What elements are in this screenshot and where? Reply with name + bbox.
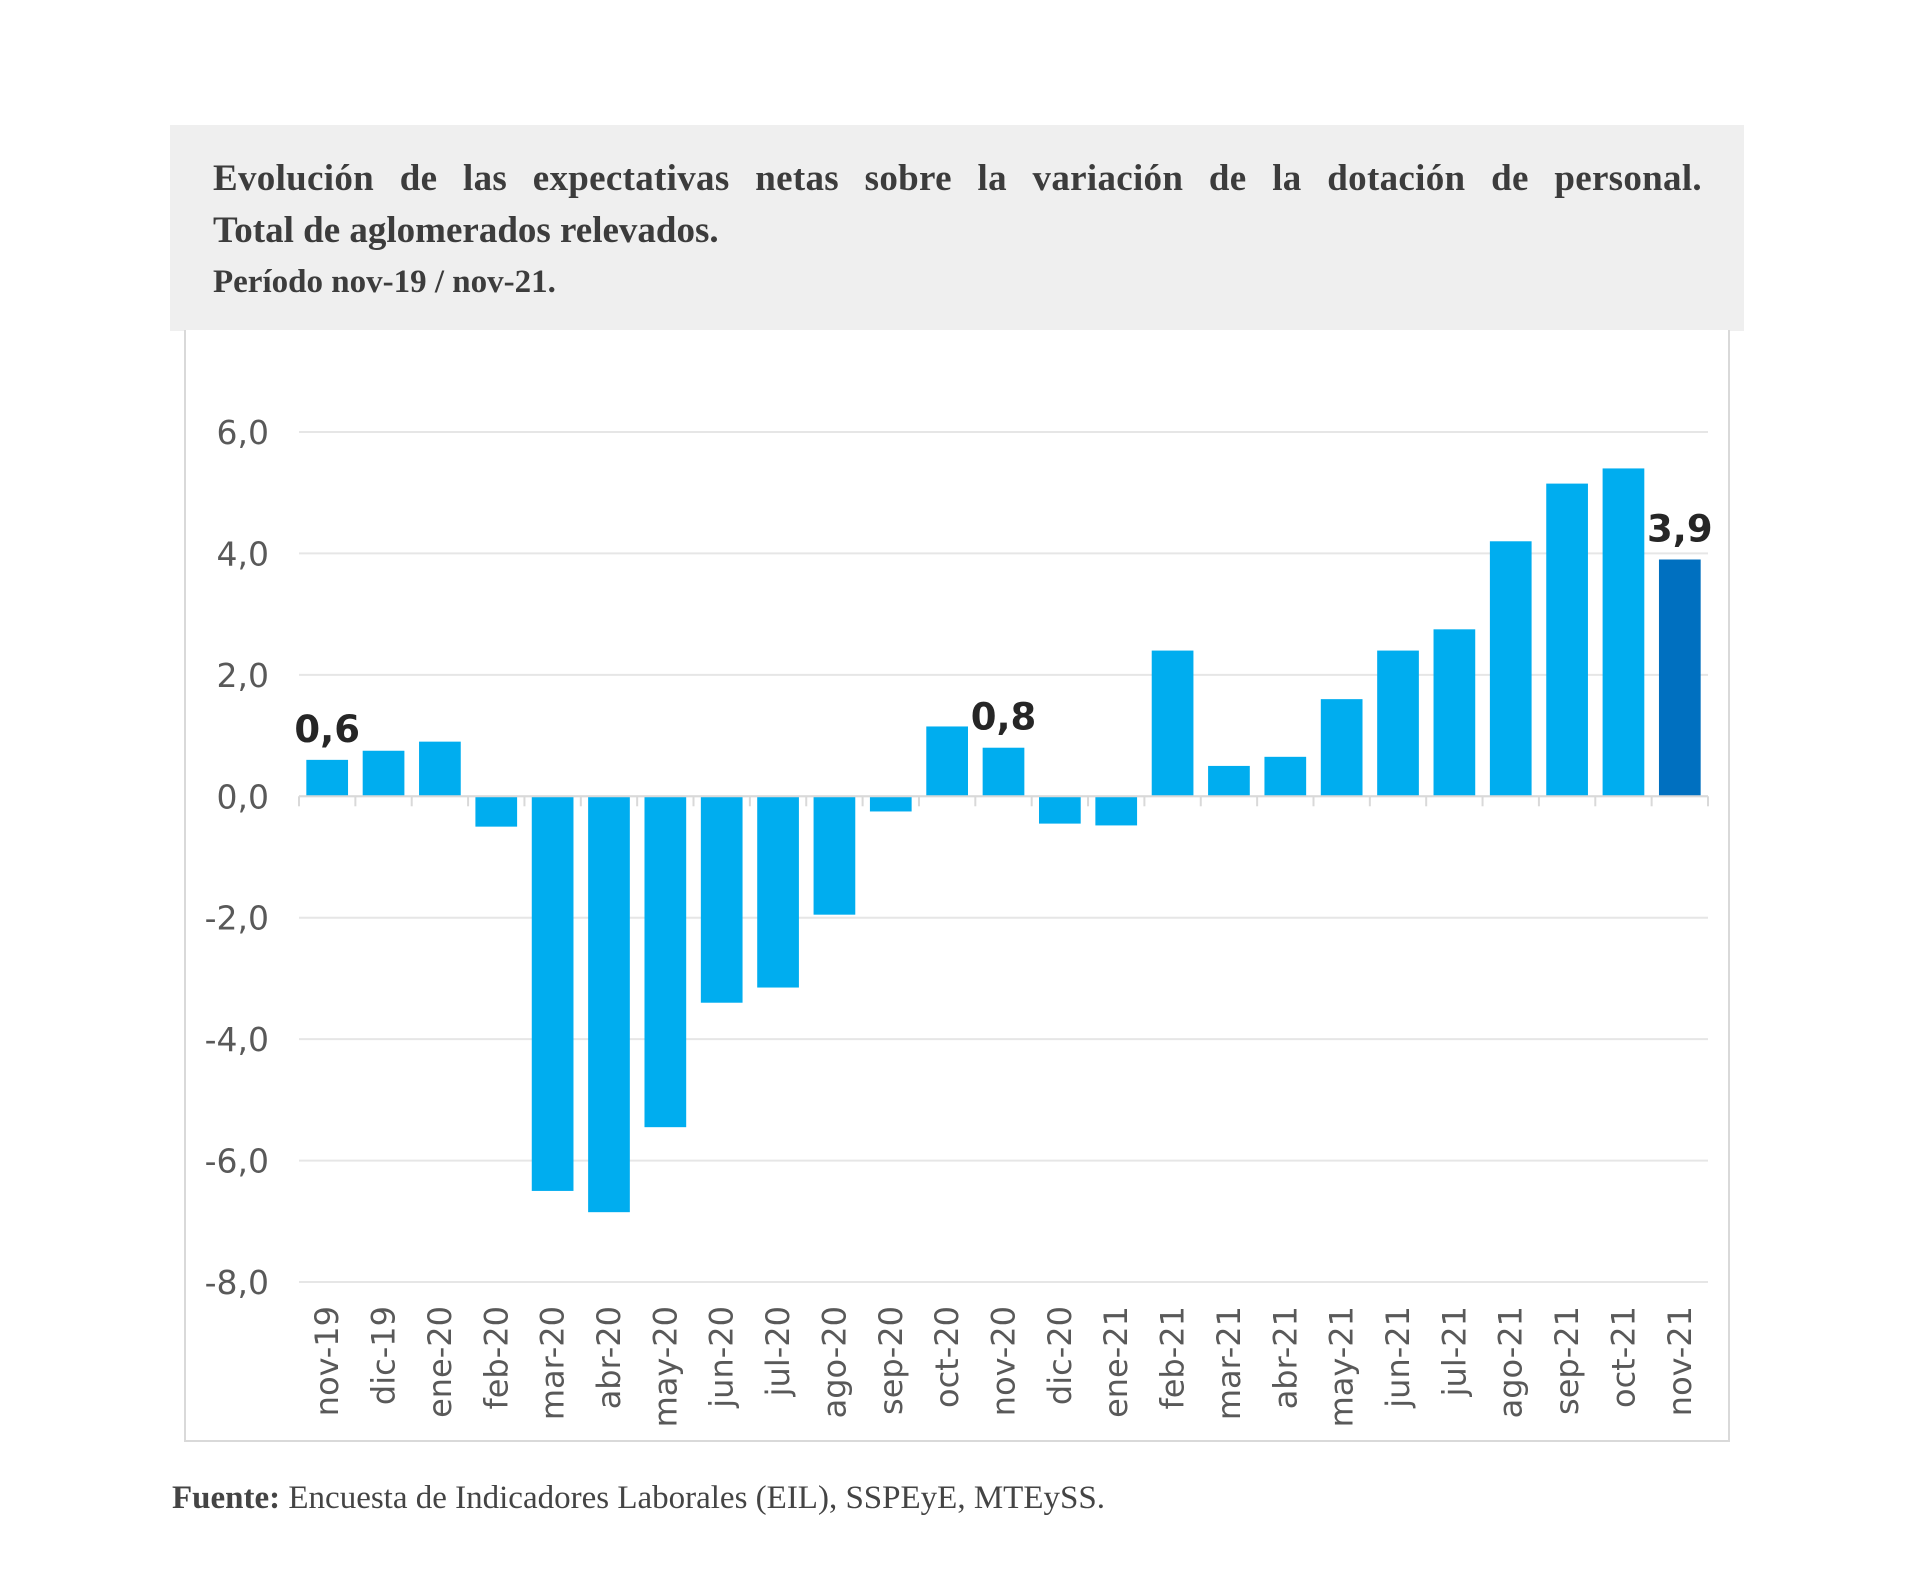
bar-ago-20 (813, 796, 856, 915)
bar-abr-21 (1264, 756, 1307, 797)
y-tick-label: -4,0 (205, 1020, 269, 1059)
bar-jun-20 (700, 796, 743, 1003)
x-tick-label: jul-21 (1435, 1306, 1473, 1397)
bar-chart: 6,0 4,0 2,0 0,0 -2,0 -4,0 -6,0 -8,0 nov-19 dic-19… (205, 413, 1713, 1427)
bar-abr-20 (588, 796, 630, 1213)
x-tick-label: feb-20 (477, 1306, 515, 1410)
x-tick-label: ago-20 (815, 1306, 853, 1418)
bar-may-21 (1320, 699, 1363, 797)
x-tick-label: sep-21 (1548, 1306, 1586, 1415)
chart-title-line-2: Total de aglomerados relevados. (213, 210, 719, 251)
bar-nov-21 (1658, 559, 1701, 797)
y-tick-label: 4,0 (217, 534, 269, 573)
x-tick-label: oct-21 (1604, 1306, 1642, 1408)
x-tick-label: mar-20 (534, 1306, 572, 1420)
x-tick-label: feb-21 (1154, 1306, 1192, 1410)
x-tick-label: jul-20 (759, 1306, 797, 1397)
bar-ene-20 (419, 741, 461, 797)
x-tick-label: ene-20 (421, 1306, 459, 1418)
x-tick-label: abr-20 (590, 1306, 628, 1409)
x-tick-label: nov-19 (308, 1306, 346, 1416)
x-tick-label: sep-20 (872, 1306, 910, 1415)
bar-jun-21 (1377, 650, 1419, 797)
chart-title-box: Evolución de las expectativas netas sobr… (170, 125, 1744, 331)
data-label: 0,8 (971, 696, 1037, 739)
x-tick-label: may-21 (1323, 1306, 1361, 1427)
source-label: Fuente: (172, 1480, 281, 1516)
x-tick-label: nov-20 (985, 1306, 1023, 1416)
bar-nov-20 (982, 747, 1025, 797)
bar-jul-21 (1433, 629, 1476, 797)
bar-feb-20 (475, 796, 518, 827)
bar-feb-21 (1151, 650, 1194, 797)
bar-sep-21 (1546, 483, 1588, 797)
y-tick-label: 0,0 (217, 777, 269, 816)
x-tick-label: abr-21 (1266, 1306, 1304, 1409)
bar-dic-20 (1039, 796, 1081, 824)
data-label: 0,6 (294, 708, 360, 751)
y-tick-label: -2,0 (205, 899, 269, 938)
bar-ene-21 (1095, 796, 1138, 826)
y-tick-label: -8,0 (205, 1263, 269, 1302)
y-tick-label: 2,0 (217, 656, 269, 695)
y-tick-label: 6,0 (217, 413, 269, 452)
bar-ago-21 (1489, 541, 1532, 797)
x-tick-label: mar-21 (1210, 1306, 1248, 1420)
x-tick-label: ago-21 (1492, 1306, 1530, 1418)
x-tick-label: oct-20 (928, 1306, 966, 1408)
data-label: 3,9 (1647, 508, 1713, 551)
x-tick-label: dic-20 (1041, 1306, 1079, 1405)
bar-mar-21 (1208, 765, 1250, 797)
bar-oct-21 (1602, 468, 1645, 797)
bar-jul-20 (757, 796, 799, 988)
bar-mar-20 (531, 796, 574, 1191)
source-note: Fuente: Encuesta de Indicadores Laborale… (172, 1480, 1105, 1517)
chart-frame: 6,0 4,0 2,0 0,0 -2,0 -4,0 -6,0 -8,0 nov-19 dic-19… (184, 330, 1730, 1442)
bar-nov-19 (306, 759, 349, 797)
x-tick-label: dic-19 (365, 1306, 403, 1405)
x-tick-label: nov-21 (1661, 1306, 1699, 1416)
bar-oct-20 (926, 726, 968, 797)
y-tick-label: -6,0 (205, 1142, 269, 1181)
x-tick-label: may-20 (646, 1306, 684, 1427)
chart-subtitle: Período nov-19 / nov-21. (213, 264, 556, 300)
x-tick-label: ene-21 (1097, 1306, 1135, 1418)
x-tick-label: jun-21 (1379, 1306, 1417, 1409)
chart-title-line-1: Evolución de las expectativas netas sobr… (213, 158, 1702, 199)
x-tick-label: jun-20 (703, 1306, 741, 1409)
source-text: Encuesta de Indicadores Laborales (EIL),… (280, 1480, 1105, 1516)
bar-dic-19 (362, 750, 405, 797)
bar-sep-20 (869, 796, 912, 812)
bar-may-20 (644, 796, 687, 1128)
